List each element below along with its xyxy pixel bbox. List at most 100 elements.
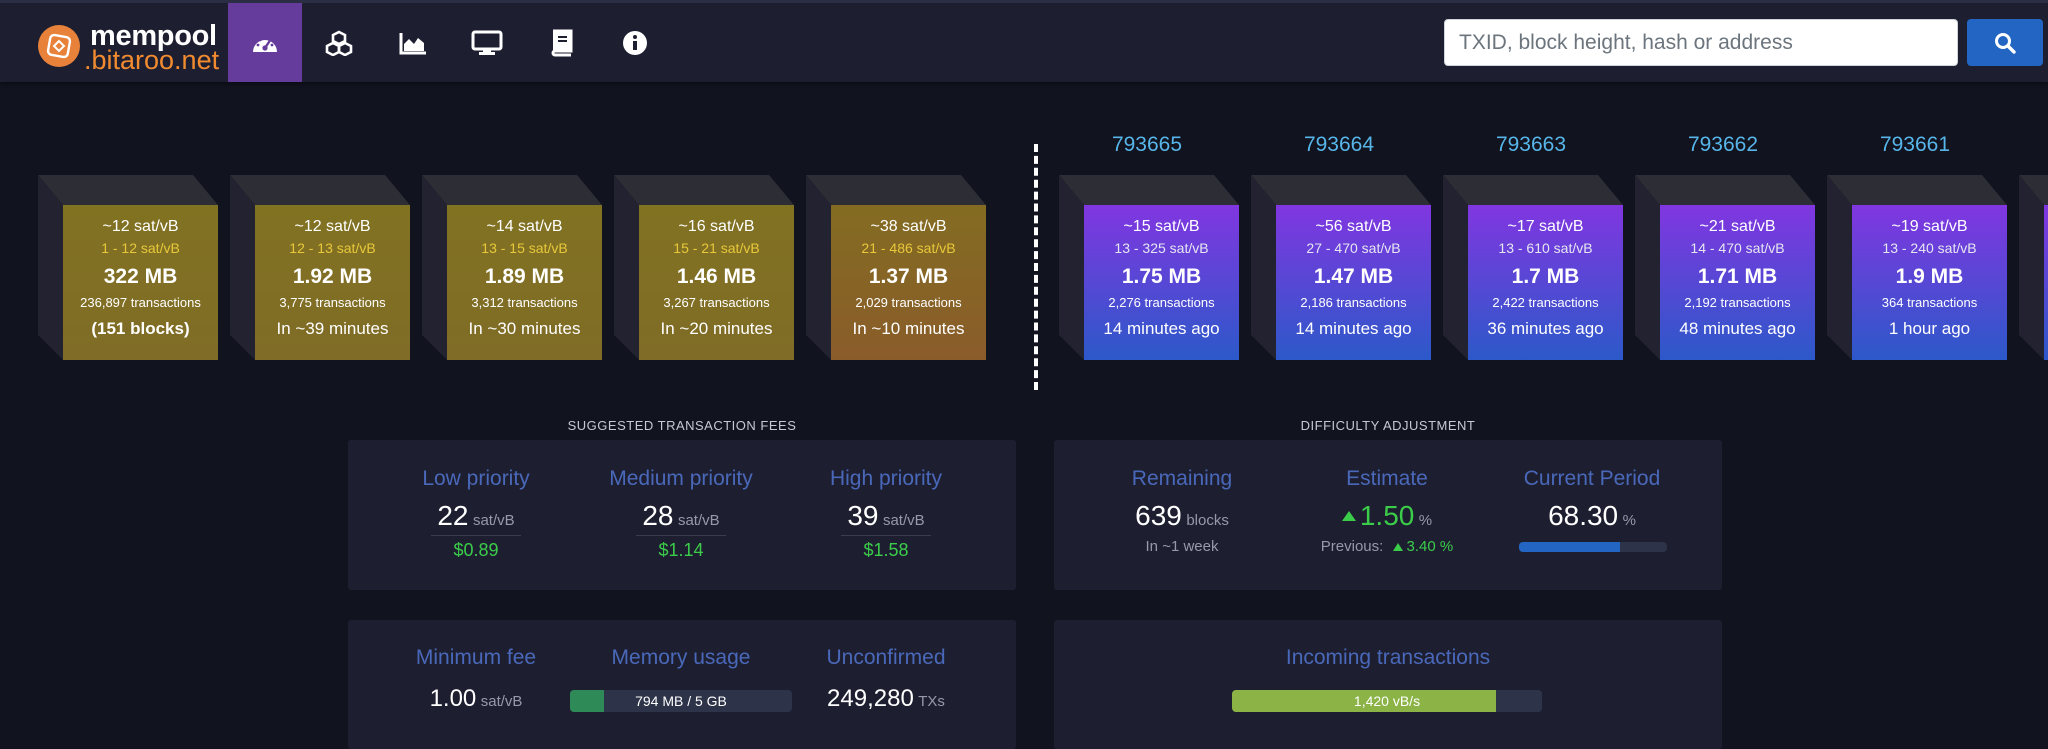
fees-card: Low priority 22 sat/vB $0.89 Medium prio…	[348, 440, 1016, 590]
mined-block[interactable]: ~17 sat/vB 13 - 610 sat/vB 1.7 MB 2,422 …	[1443, 175, 1623, 360]
block-time: 36 minutes ago	[1487, 319, 1604, 338]
block-height-link[interactable]: 793663	[1495, 133, 1567, 156]
incoming-card: Incoming transactions 1,420 vB/s	[1054, 620, 1722, 749]
remaining-label: Remaining	[1131, 467, 1233, 490]
fee-high-priority: High priority 39 sat/vB $1.58	[796, 466, 976, 561]
fee-range: 12 - 13 sat/vB	[289, 240, 376, 256]
difficulty-estimate: Estimate 1.50 % Previous: 3.40 %	[1297, 466, 1477, 555]
block-height-link[interactable]: 793661	[1879, 133, 1951, 156]
mempool-logo[interactable]: mempool .bitaroo.net	[38, 20, 219, 75]
difficulty-current-period: Current Period 68.30 %	[1502, 466, 1682, 532]
nav-dashboard[interactable]	[228, 3, 302, 82]
search-input[interactable]	[1444, 19, 1958, 66]
block-size: 1.89 MB	[484, 265, 565, 288]
mined-block-partial[interactable]	[2019, 175, 2048, 360]
memory-usage-text: 794 MB / 5 GB	[635, 693, 727, 709]
block-eta: In ~30 minutes	[468, 319, 581, 338]
mempool-blockchain-divider	[1034, 144, 1038, 390]
logo-name: mempool	[90, 20, 217, 52]
block-height-link[interactable]: 793664	[1303, 133, 1375, 156]
dashboard-icon	[253, 36, 277, 52]
fee-unit: sat/vB	[677, 512, 720, 529]
block-height-link[interactable]: 793665	[1111, 133, 1183, 156]
mined-block[interactable]: ~15 sat/vB 13 - 325 sat/vB 1.75 MB 2,276…	[1059, 175, 1239, 360]
block-size: 1.9 MB	[1895, 265, 1964, 288]
current-period-label: Current Period	[1523, 467, 1661, 490]
block-time: 14 minutes ago	[1295, 319, 1412, 338]
block-eta: In ~20 minutes	[660, 319, 773, 338]
tx-count: 2,192 transactions	[1684, 295, 1791, 310]
fee-usd: $1.14	[658, 540, 704, 560]
median-fee: ~12 sat/vB	[294, 218, 371, 235]
triangle-up-icon	[1393, 543, 1404, 551]
fee-value: 39	[847, 500, 879, 531]
current-period-progress	[1519, 542, 1667, 552]
mempool-block[interactable]: ~12 sat/vB 1 - 12 sat/vB 322 MB 236,897 …	[38, 175, 218, 360]
previous-value: 3.40	[1406, 538, 1436, 555]
fee-range: 14 - 470 sat/vB	[1690, 240, 1785, 256]
estimate-label: Estimate	[1346, 467, 1428, 490]
block-time: 48 minutes ago	[1679, 319, 1796, 338]
block-time: 14 minutes ago	[1103, 319, 1220, 338]
nav-blocks[interactable]	[302, 3, 376, 82]
mined-block[interactable]: ~19 sat/vB 13 - 240 sat/vB 1.9 MB 364 tr…	[1827, 175, 2007, 360]
book-icon	[551, 29, 573, 56]
fee-unit: sat/vB	[472, 512, 515, 529]
mined-block[interactable]: ~56 sat/vB 27 - 470 sat/vB 1.47 MB 2,186…	[1251, 175, 1431, 360]
fee-low-priority: Low priority 22 sat/vB $0.89	[386, 466, 566, 561]
fee-range: 13 - 610 sat/vB	[1498, 240, 1593, 256]
mempool-block[interactable]: ~16 sat/vB 15 - 21 sat/vB 1.46 MB 3,267 …	[614, 175, 794, 360]
logo-subdomain: .bitaroo.net	[84, 45, 220, 75]
top-navbar: mempool .bitaroo.net	[0, 0, 2048, 82]
min-fee-unit: sat/vB	[480, 693, 523, 710]
fee-range: 1 - 12 sat/vB	[101, 240, 180, 256]
remaining-eta: In ~1 week	[1145, 538, 1219, 555]
fee-label: High priority	[829, 467, 943, 490]
unconfirmed: Unconfirmed 249,280 TXs	[796, 645, 976, 713]
bitaroo-logo-icon	[38, 25, 80, 67]
current-period-unit: %	[1622, 512, 1636, 529]
block-eta: (151 blocks)	[91, 319, 190, 338]
memory-usage: Memory usage	[581, 645, 781, 671]
monitor-icon	[471, 30, 503, 55]
search-button[interactable]	[1967, 19, 2043, 66]
nav-graphs[interactable]	[376, 3, 450, 82]
difficulty-card: Remaining 639 blocks In ~1 week Estimate…	[1054, 440, 1722, 590]
fee-value: 22	[437, 500, 469, 531]
remaining-value: 639	[1135, 500, 1182, 531]
fee-label: Medium priority	[609, 467, 753, 490]
median-fee: ~17 sat/vB	[1507, 218, 1584, 235]
fee-value: 28	[642, 500, 674, 531]
nav-docs[interactable]	[524, 3, 598, 82]
estimate-value: 1.50	[1359, 500, 1415, 531]
block-size: 1.47 MB	[1313, 265, 1394, 288]
nav-about[interactable]	[598, 3, 672, 82]
previous-label: Previous:	[1320, 538, 1384, 555]
tx-count: 364 transactions	[1881, 295, 1978, 310]
mined-block[interactable]: ~21 sat/vB 14 - 470 sat/vB 1.71 MB 2,192…	[1635, 175, 1815, 360]
block-eta: In ~39 minutes	[276, 319, 389, 338]
tx-count: 2,186 transactions	[1300, 295, 1407, 310]
triangle-up-icon	[1341, 511, 1356, 521]
fee-range: 21 - 486 sat/vB	[861, 240, 956, 256]
fee-unit: sat/vB	[882, 512, 925, 529]
median-fee: ~15 sat/vB	[1123, 218, 1200, 235]
fee-range: 13 - 240 sat/vB	[1882, 240, 1977, 256]
mempool-stats-card: Minimum fee 1.00 sat/vB Memory usage 794…	[348, 620, 1016, 749]
block-eta: In ~10 minutes	[852, 319, 965, 338]
minimum-fee: Minimum fee 1.00 sat/vB	[386, 645, 566, 713]
unconfirmed-value: 249,280	[827, 685, 914, 712]
median-fee: ~19 sat/vB	[1891, 218, 1968, 235]
fee-usd: $1.58	[863, 540, 909, 560]
fee-range: 13 - 15 sat/vB	[481, 240, 568, 256]
mempool-block[interactable]: ~12 sat/vB 12 - 13 sat/vB 1.92 MB 3,775 …	[230, 175, 410, 360]
nav-tv[interactable]	[450, 3, 524, 82]
median-fee: ~21 sat/vB	[1699, 218, 1776, 235]
unconfirmed-label: Unconfirmed	[826, 646, 946, 669]
tx-count: 2,276 transactions	[1108, 295, 1215, 310]
median-fee: ~56 sat/vB	[1315, 218, 1392, 235]
block-height-link[interactable]: 793662	[1687, 133, 1759, 156]
mempool-block[interactable]: ~14 sat/vB 13 - 15 sat/vB 1.89 MB 3,312 …	[422, 175, 602, 360]
mempool-block[interactable]: ~38 sat/vB 21 - 486 sat/vB 1.37 MB 2,029…	[806, 175, 986, 360]
fee-range: 27 - 470 sat/vB	[1306, 240, 1401, 256]
